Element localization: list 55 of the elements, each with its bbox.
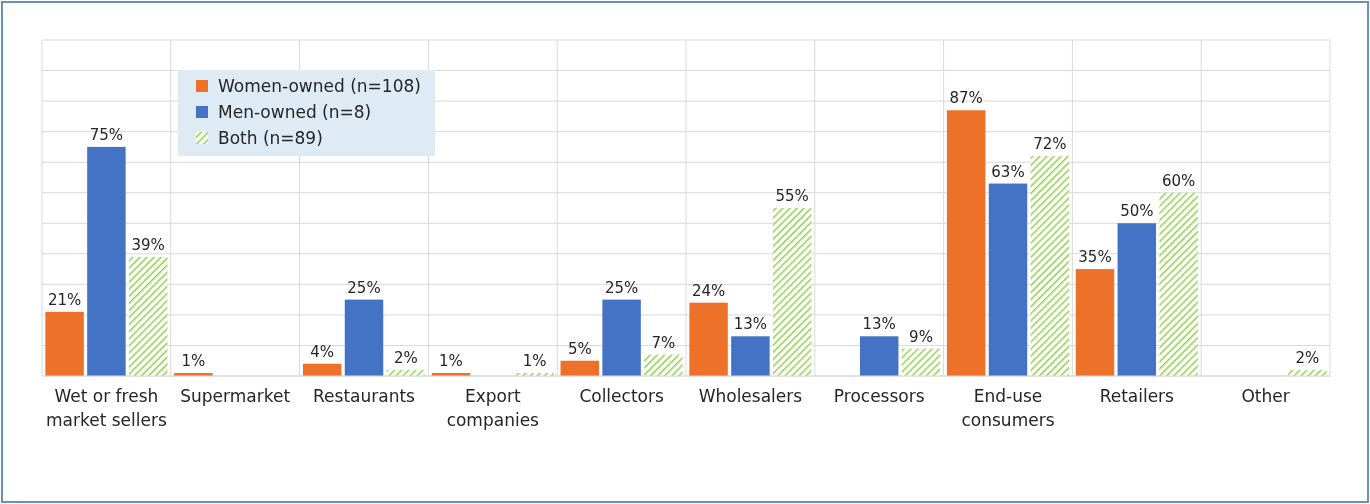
data-label: 25% — [604, 278, 639, 297]
bar — [1117, 223, 1157, 376]
data-label: 5% — [567, 339, 592, 358]
bar — [560, 360, 600, 376]
data-label: 75% — [89, 125, 124, 144]
x-tick-label: End-use consumers — [961, 386, 1055, 430]
bar — [128, 256, 168, 376]
data-label: 9% — [909, 327, 933, 346]
x-tick-label: Supermarket — [180, 386, 291, 406]
legend-label: Both (n=89) — [218, 127, 323, 148]
bar — [731, 336, 770, 376]
data-label: 39% — [131, 235, 165, 254]
data-label: 55% — [775, 187, 809, 205]
bar — [859, 336, 899, 376]
data-label: 25% — [347, 278, 381, 297]
bar — [644, 354, 683, 376]
data-label: 1% — [181, 351, 206, 370]
x-tick-label: Export companies — [446, 386, 540, 430]
data-label: 24% — [691, 281, 726, 300]
data-label: 2% — [1295, 348, 1320, 367]
x-tick-label: Other — [1241, 386, 1290, 406]
bar — [988, 183, 1028, 376]
data-label: 21% — [47, 290, 82, 309]
bar — [772, 208, 812, 376]
data-label: 2% — [393, 348, 418, 367]
bar — [946, 110, 986, 376]
data-label: 13% — [862, 315, 896, 334]
x-tick-label: Collectors — [579, 386, 664, 406]
bar — [87, 146, 126, 376]
data-label: 13% — [733, 315, 768, 334]
data-label: 4% — [310, 342, 335, 361]
x-tick-label: Retailers — [1099, 386, 1175, 406]
data-label: 50% — [1120, 202, 1154, 221]
bar — [45, 311, 84, 376]
bar — [602, 299, 641, 376]
x-tick-label: Wet or fresh market sellers — [45, 386, 167, 430]
bar — [344, 299, 384, 376]
x-tick-label: Processors — [833, 386, 925, 406]
data-label: 7% — [651, 333, 676, 352]
x-tick-label: Restaurants — [313, 386, 416, 406]
bar — [1075, 269, 1115, 376]
bar — [1159, 192, 1198, 376]
data-label: 1% — [522, 351, 547, 370]
legend-label: Men-owned (n=8) — [218, 101, 372, 122]
data-label: 87% — [949, 89, 983, 108]
bar — [1030, 156, 1070, 376]
bar — [689, 302, 728, 376]
data-label: 35% — [1078, 248, 1112, 267]
bar — [901, 348, 941, 376]
data-label: 60% — [1161, 171, 1196, 190]
data-label: 1% — [439, 351, 463, 370]
data-label: 63% — [991, 162, 1025, 181]
legend-label: Women-owned (n=108) — [218, 75, 421, 96]
data-label: 72% — [1033, 135, 1067, 154]
x-tick-label: Wholesalers — [698, 386, 803, 406]
